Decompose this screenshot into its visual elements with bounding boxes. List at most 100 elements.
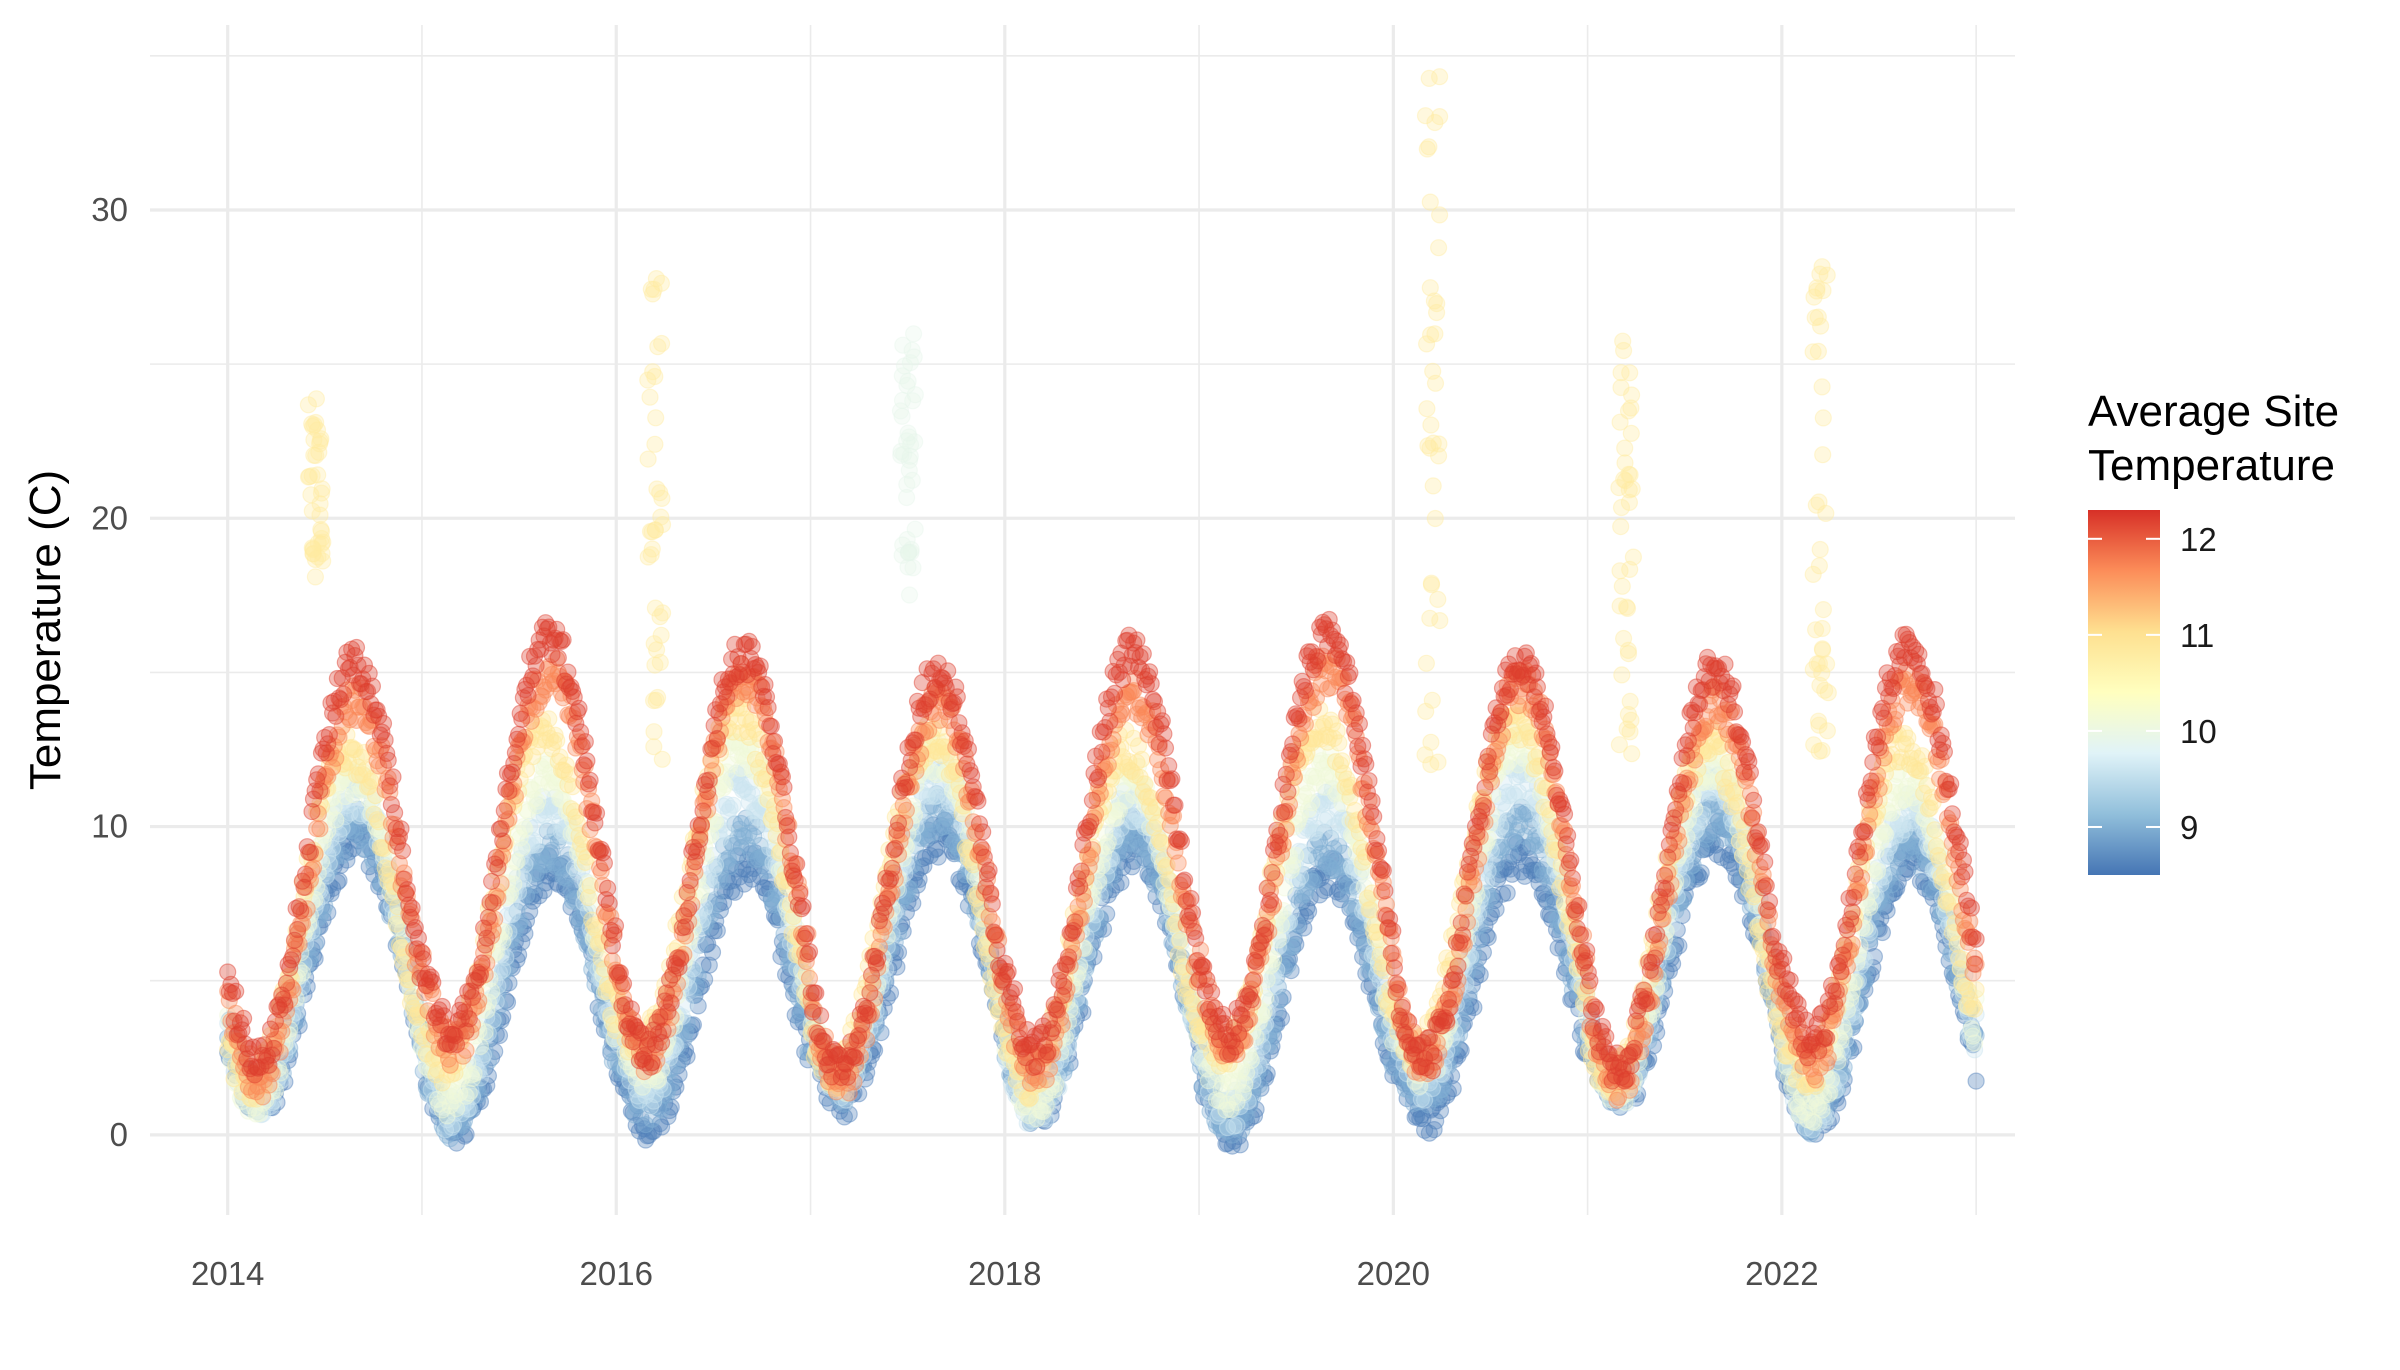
data-point (295, 986, 313, 1004)
data-point (600, 1009, 618, 1028)
data-point (265, 1065, 283, 1084)
data-point (379, 899, 397, 917)
data-point (527, 868, 545, 887)
data-point (592, 1010, 610, 1028)
data-point (376, 885, 394, 903)
data-point (285, 1015, 304, 1033)
data-point (347, 825, 366, 844)
data-point (519, 887, 537, 905)
data-point (505, 941, 523, 959)
data-point (479, 1067, 497, 1085)
data-point (421, 1060, 439, 1079)
data-point (448, 1134, 466, 1152)
data-point (270, 1072, 288, 1090)
data-point (255, 1090, 273, 1108)
data-point (422, 1066, 440, 1084)
data-point (387, 936, 405, 955)
data-point (492, 1011, 510, 1030)
data-point (567, 888, 585, 906)
data-point (530, 887, 548, 905)
data-point (532, 863, 550, 882)
data-point (457, 1125, 475, 1144)
data-point (443, 1124, 461, 1142)
data-point (587, 959, 606, 977)
data-point (478, 1076, 496, 1095)
data-point (414, 1040, 432, 1058)
data-point (403, 965, 421, 984)
data-point (471, 1093, 489, 1111)
data-point (297, 968, 315, 987)
data-point (473, 1080, 491, 1098)
data-point (467, 1088, 485, 1106)
data-point (446, 1123, 464, 1142)
data-point (514, 917, 533, 935)
data-point (465, 1065, 483, 1083)
data-point (279, 1051, 297, 1070)
data-point (436, 1115, 455, 1133)
data-point (438, 1115, 456, 1134)
data-point (366, 850, 385, 868)
data-point (575, 909, 593, 927)
data-point (328, 873, 346, 891)
data-point (362, 839, 380, 858)
data-point (330, 871, 348, 890)
data-point (521, 902, 539, 921)
data-point (511, 919, 529, 938)
data-point (462, 1096, 480, 1115)
data-point (1889, 857, 1907, 876)
data-point (556, 879, 574, 897)
data-point (411, 1032, 429, 1051)
data-point (929, 848, 947, 866)
data-point (571, 904, 590, 922)
data-point (509, 946, 528, 964)
data-point (266, 1084, 284, 1103)
data-point (263, 1099, 281, 1117)
data-point (465, 1097, 483, 1115)
data-point (322, 885, 340, 903)
data-point (384, 897, 402, 915)
data-point (239, 1098, 257, 1116)
data-point (452, 1118, 470, 1136)
data-point (498, 993, 517, 1011)
data-point (231, 1060, 249, 1078)
data-point (428, 1102, 447, 1120)
data-point (568, 910, 587, 928)
data-point (581, 936, 599, 955)
data-point (258, 1091, 276, 1109)
data-point (483, 1049, 501, 1067)
data-point (497, 991, 515, 1010)
data-point (246, 1070, 264, 1088)
data-point (351, 817, 369, 836)
data-point (540, 847, 558, 865)
data-point (449, 1113, 467, 1131)
data-point (339, 843, 358, 861)
data-point (303, 940, 321, 959)
data-point (529, 792, 547, 810)
data-point (271, 1075, 289, 1093)
data-point (236, 1065, 254, 1083)
data-point (535, 881, 553, 900)
data-point (513, 839, 531, 857)
data-point (573, 921, 591, 940)
data-point (579, 934, 598, 953)
data-point (500, 974, 518, 992)
data-point (1099, 833, 1117, 851)
data-point (373, 859, 391, 877)
data-point (584, 941, 602, 959)
data-point (427, 1091, 445, 1109)
data-point (389, 917, 407, 935)
data-point (513, 933, 531, 951)
data-point (306, 949, 324, 968)
data-point (598, 1015, 617, 1033)
data-point (590, 978, 609, 996)
data-point (359, 826, 377, 844)
data-point (262, 1098, 280, 1116)
data-point (397, 963, 415, 981)
data-point (417, 1075, 435, 1093)
data-point (562, 898, 580, 916)
data-point (223, 1035, 242, 1054)
data-point (605, 1033, 623, 1051)
data-point (319, 903, 337, 922)
data-point (335, 837, 353, 855)
